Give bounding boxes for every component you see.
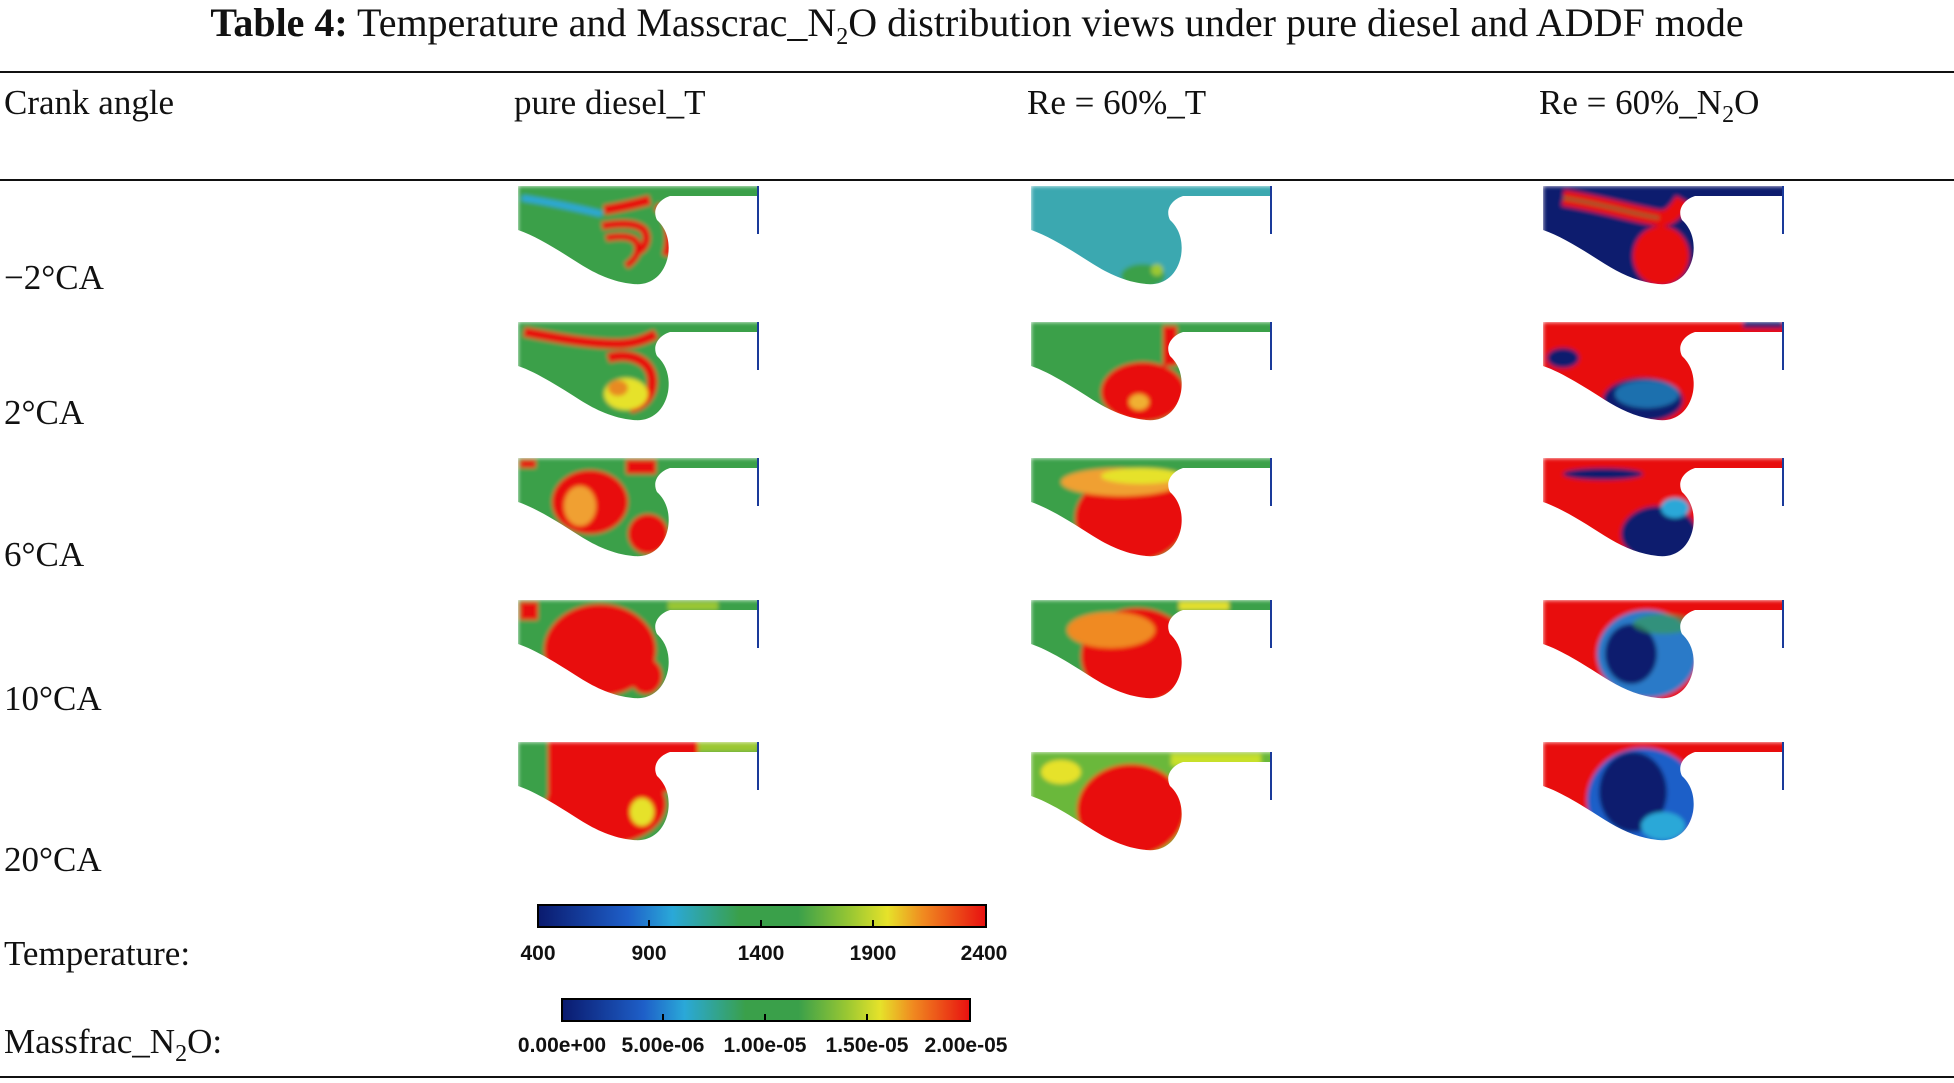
n2o-tick-3: 1.50e-05 [825,1034,909,1057]
bottom-rule [0,1076,1954,1078]
row-label-6: 6°CA [4,535,85,574]
contour-pure-diesel-10ca [518,600,759,699]
legend-n2o-label-a: Massfrac_N [4,1022,176,1061]
temperature-colorbar [537,904,987,928]
legend-n2o-label: Massfrac_N2O: [4,1022,223,1067]
contour-pure-diesel-20ca [518,742,759,841]
temp-tick-1: 900 [631,942,667,965]
n2o-tick-4: 2.00e-05 [924,1034,1008,1057]
temp-tick-3: 1900 [849,942,897,965]
caption-subscript: 2 [836,24,849,50]
col-header-re60-n2o: Re = 60%_N2O [1539,83,1760,128]
row-label-10: 10°CA [4,679,102,718]
header-rule [0,179,1954,181]
col-header-re60-n2o-a: Re = 60%_N [1539,83,1723,122]
col-header-re60-n2o-sub: 2 [1722,102,1735,128]
col-header-pure-diesel-t: pure diesel_T [514,83,706,122]
contour-pure-diesel-2ca [518,322,759,421]
legend-n2o-label-sub: 2 [175,1041,188,1067]
n2o-tick-0: 0.00e+00 [517,1034,607,1057]
row-label-20: 20°CA [4,840,102,879]
contour-re60-t-2ca [1031,322,1272,421]
contour-pure-diesel-minus2ca [518,186,759,285]
contour-re60-t-6ca [1031,458,1272,557]
contour-re60-t-10ca [1031,600,1272,699]
caption-text-b: O distribution views under pure diesel a… [848,0,1744,45]
caption-text-a: Temperature and Masscrac_N [357,0,837,45]
col-header-re60-t: Re = 60%_T [1027,83,1207,122]
legend-n2o-label-b: O: [187,1022,223,1061]
contour-re60-n2o-10ca [1543,600,1784,699]
n2o-colorbar [561,998,971,1022]
row-label-2: 2°CA [4,393,85,432]
n2o-tick-1: 5.00e-06 [621,1034,705,1057]
contour-re60-t-minus2ca [1031,186,1272,285]
contour-pure-diesel-6ca [518,458,759,557]
col-header-crank-angle: Crank angle [4,83,175,122]
temp-tick-0: 400 [520,942,556,965]
n2o-tick-2: 1.00e-05 [723,1034,807,1057]
temp-tick-4: 2400 [960,942,1008,965]
contour-re60-n2o-2ca [1543,322,1784,421]
col-header-re60-n2o-b: O [1734,83,1760,122]
contour-re60-n2o-6ca [1543,458,1784,557]
row-label-minus2: −2°CA [4,258,104,297]
contour-re60-n2o-20ca [1543,742,1784,841]
contour-re60-t-20ca [1031,752,1272,851]
contour-re60-n2o-minus2ca [1543,186,1784,285]
temp-tick-2: 1400 [737,942,785,965]
table-label: Table 4: [210,0,348,45]
top-rule [0,71,1954,73]
table-caption: Table 4: Temperature and Masscrac_N2O di… [0,0,1954,52]
legend-temperature-label: Temperature: [4,934,191,973]
